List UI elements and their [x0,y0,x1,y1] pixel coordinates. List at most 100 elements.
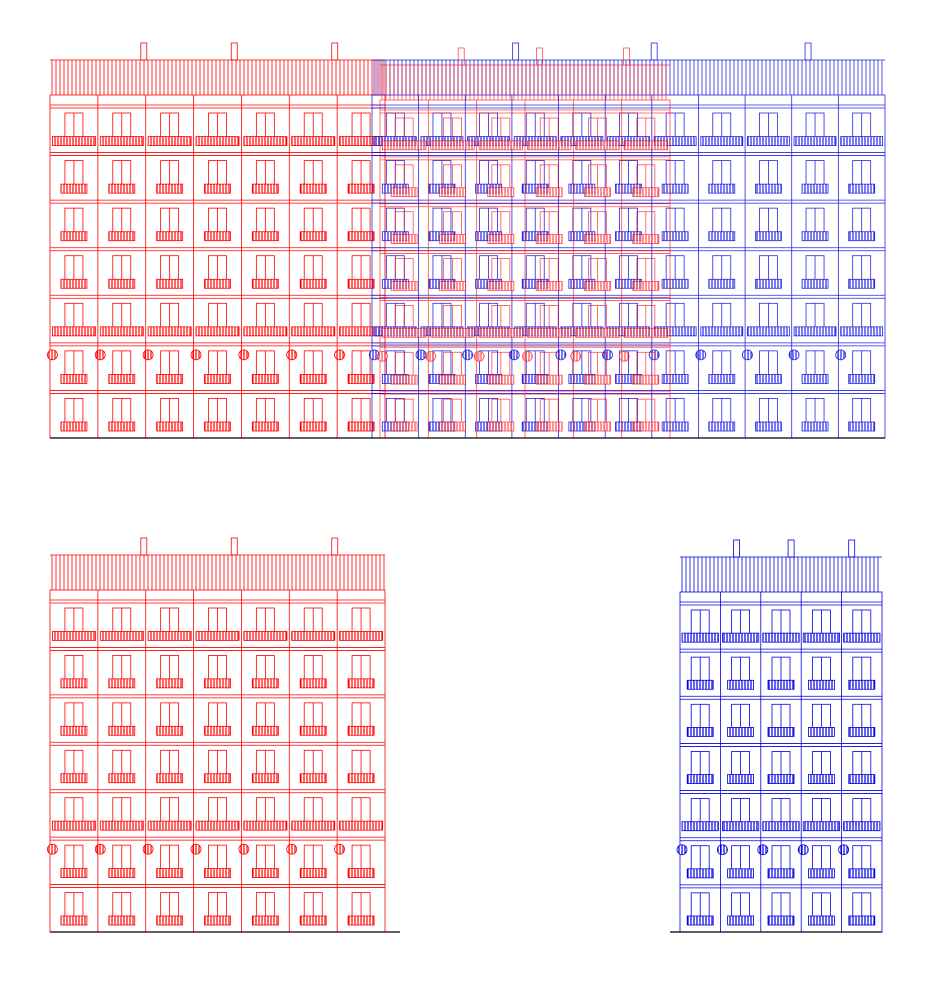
balcony [661,183,689,194]
balcony [251,678,279,689]
balcony [243,820,288,831]
ornament [238,349,250,361]
balcony [762,821,800,832]
balcony [204,868,231,878]
chimney [733,539,740,558]
balcony [60,725,88,736]
balcony [299,231,327,242]
chimney [623,47,630,66]
balcony [195,136,240,146]
chimney [140,42,148,61]
balcony [584,234,611,244]
balcony [51,631,96,641]
balcony [708,278,736,289]
balcony [430,140,475,151]
balcony [439,234,466,244]
balcony [156,915,184,926]
balcony [793,136,837,146]
balcony [632,421,660,432]
balcony [204,183,231,194]
ornament [46,843,58,855]
balcony [204,278,231,289]
balcony [575,140,620,151]
ornament [377,350,388,362]
ornament [570,350,582,362]
balcony [700,136,744,146]
balcony [347,678,375,689]
balcony [808,774,835,784]
facade [377,47,671,439]
facade [46,537,386,933]
ornament [190,843,202,855]
balcony [801,374,829,384]
balcony [708,183,736,194]
balcony [430,327,475,338]
balcony [51,820,96,831]
balcony [623,327,668,338]
balcony [802,821,840,832]
ornament [190,349,202,361]
balcony [686,774,714,784]
ornament [835,349,847,361]
balcony [848,774,876,784]
balcony [108,231,136,242]
balcony [156,183,184,194]
balcony [727,727,754,737]
balcony [535,374,563,385]
balcony [347,725,375,736]
balcony [299,183,327,194]
balcony [623,140,668,151]
balcony [767,774,795,784]
balcony [60,773,88,784]
balcony [632,281,660,291]
balcony [99,820,144,831]
chimney [650,42,658,61]
balcony [60,374,88,384]
balcony [661,278,689,289]
balcony [661,374,689,384]
balcony [60,278,88,289]
balcony [347,421,375,432]
ornament [94,349,106,361]
ornament [838,844,850,856]
balcony [251,278,279,289]
balcony [204,374,231,384]
balcony [802,632,840,643]
facade [676,539,883,933]
balcony [251,374,279,384]
balcony [156,678,184,689]
balcony [487,374,515,385]
balcony [527,140,572,151]
balcony [147,326,192,337]
ornament [797,844,809,856]
ornament [334,349,345,361]
balcony [108,374,136,384]
balcony [382,140,427,151]
facade [46,42,386,439]
balcony [299,374,327,384]
balcony [204,421,231,432]
balcony [156,231,184,242]
ornament [286,349,298,361]
balcony [347,183,375,194]
balcony [251,773,279,784]
facade-layer [46,42,886,933]
chimney [536,47,543,66]
ornament [238,843,250,855]
balcony [439,281,466,291]
balcony [848,915,876,926]
balcony [147,631,192,641]
balcony [700,326,744,337]
balcony [727,774,754,784]
balcony [535,187,563,198]
balcony [727,915,754,926]
balcony [204,678,231,689]
balcony [584,374,611,385]
balcony [390,374,418,385]
ornament [695,349,707,361]
balcony [204,915,231,926]
balcony [299,725,327,736]
ornament [46,349,58,361]
balcony [390,187,418,198]
balcony [251,231,279,242]
